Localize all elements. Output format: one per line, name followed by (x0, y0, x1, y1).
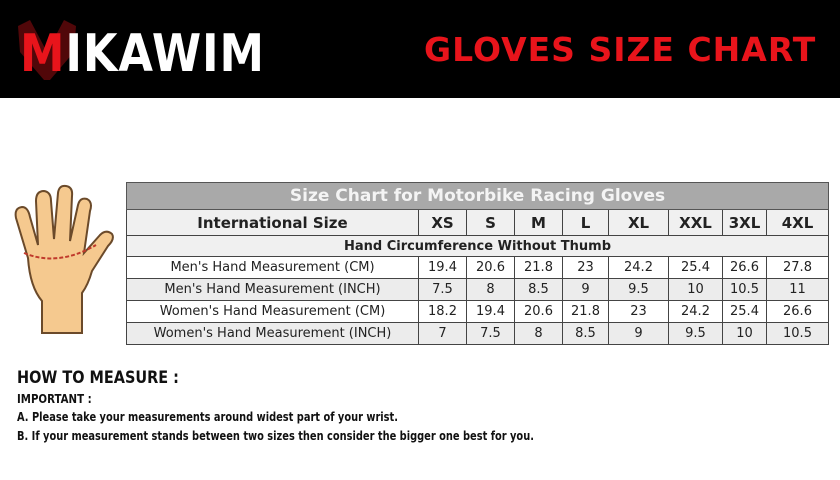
header-label: International Size (126, 209, 419, 236)
table-subheader: Hand Circumference Without Thumb (126, 235, 829, 257)
cell-value: 7 (418, 322, 467, 345)
row-label: Women's Hand Measurement (CM) (126, 300, 419, 323)
table-row: Women's Hand Measurement (INCH) 7 7.5 8 8.5 9… (126, 322, 829, 345)
cell-value: 10 (668, 278, 723, 301)
cell-value: 20.6 (466, 256, 515, 279)
row-label: Men's Hand Measurement (INCH) (126, 278, 419, 301)
cell-value: 19.4 (418, 256, 467, 279)
cell-value: 8.5 (514, 278, 563, 301)
size-3xl: 3XL (722, 209, 767, 236)
cell-value: 10.5 (722, 278, 767, 301)
size-l: L (562, 209, 609, 236)
size-m: M (514, 209, 563, 236)
instruction-a: A. Please take your measurements around … (17, 410, 398, 424)
size-xxl: XXL (668, 209, 723, 236)
brand-name: MIKAWIM (20, 24, 265, 84)
cell-value: 25.4 (722, 300, 767, 323)
table-row: Women's Hand Measurement (CM) 18.2 19.4 20.… (126, 300, 829, 323)
cell-value: 24.2 (608, 256, 669, 279)
cell-value: 10.5 (766, 322, 829, 345)
cell-value: 19.4 (466, 300, 515, 323)
how-to-measure-heading: HOW TO MEASURE : (17, 368, 179, 388)
cell-value: 24.2 (668, 300, 723, 323)
size-header-row: International Size XS S M L XL XXL 3XL 4… (126, 209, 829, 236)
cell-value: 20.6 (514, 300, 563, 323)
cell-value: 27.8 (766, 256, 829, 279)
size-chart-table: Size Chart for Motorbike Racing Gloves I… (126, 182, 829, 345)
cell-value: 8 (514, 322, 563, 345)
cell-value: 26.6 (722, 256, 767, 279)
cell-value: 8.5 (562, 322, 609, 345)
row-label: Women's Hand Measurement (INCH) (126, 322, 419, 345)
row-label: Men's Hand Measurement (CM) (126, 256, 419, 279)
cell-value: 8 (466, 278, 515, 301)
cell-value: 25.4 (668, 256, 723, 279)
cell-value: 21.8 (514, 256, 563, 279)
table-row: Men's Hand Measurement (CM) 19.4 20.6 21.8 2… (126, 256, 829, 279)
important-label: IMPORTANT : (17, 392, 92, 406)
cell-value: 9 (608, 322, 669, 345)
cell-value: 9 (562, 278, 609, 301)
cell-value: 7.5 (418, 278, 467, 301)
cell-value: 21.8 (562, 300, 609, 323)
cell-value: 9.5 (668, 322, 723, 345)
cell-value: 26.6 (766, 300, 829, 323)
size-s: S (466, 209, 515, 236)
cell-value: 23 (562, 256, 609, 279)
hand-illustration-icon (14, 184, 114, 334)
page-title: GLOVES SIZE CHART (424, 30, 817, 69)
cell-value: 11 (766, 278, 829, 301)
cell-value: 23 (608, 300, 669, 323)
size-4xl: 4XL (766, 209, 829, 236)
table-title: Size Chart for Motorbike Racing Gloves (126, 182, 829, 210)
header-banner: MIKAWIM GLOVES SIZE CHART (0, 0, 840, 98)
cell-value: 9.5 (608, 278, 669, 301)
instruction-b: B. If your measurement stands between tw… (17, 429, 534, 443)
cell-value: 18.2 (418, 300, 467, 323)
table-row: Men's Hand Measurement (INCH) 7.5 8 8.5 9 9.5… (126, 278, 829, 301)
size-xl: XL (608, 209, 669, 236)
cell-value: 7.5 (466, 322, 515, 345)
cell-value: 10 (722, 322, 767, 345)
logo-shield-icon (18, 20, 76, 80)
size-xs: XS (418, 209, 467, 236)
